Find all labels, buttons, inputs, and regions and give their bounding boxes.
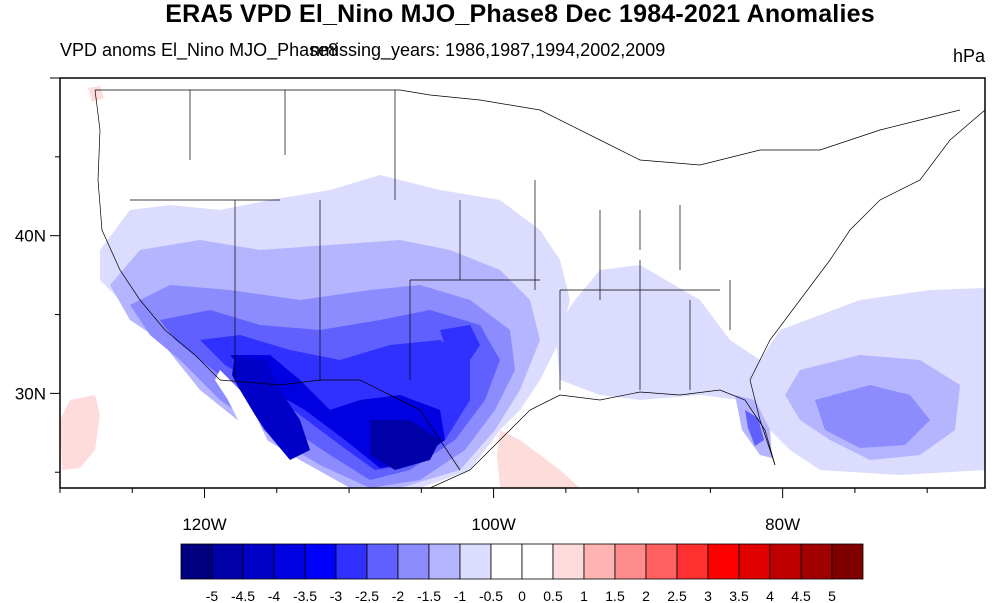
state-borders	[94, 89, 985, 488]
colorbar-label: 2.5	[667, 588, 687, 603]
colorbar-swatch	[738, 543, 771, 580]
colorbar-label: 4	[766, 588, 774, 603]
colorbar-swatch	[831, 543, 864, 580]
colorbar-swatch	[304, 543, 337, 580]
colorbar-label: -2	[392, 588, 405, 603]
colorbar-swatch	[645, 543, 678, 580]
canada-border	[95, 89, 961, 166]
colorbar-swatch	[335, 543, 368, 580]
colorbar-label: 0.5	[543, 588, 563, 603]
pink-patch-gulf	[497, 430, 580, 488]
colorbar-label: 3.5	[729, 588, 749, 603]
left-subtitle: VPD anoms El_Nino MJO_Phase8	[60, 40, 339, 60]
units-label: hPa	[952, 46, 985, 66]
gulf-coast	[429, 389, 776, 488]
colorbar-label: 1	[580, 588, 588, 603]
colorbar: -5 -4.5 -4 -3.5 -3 -2.5 -2 -1.5 -1 -0.5 0 0.5 1 1.5 2 2…	[180, 543, 864, 603]
sw-core-blue	[370, 420, 440, 470]
colorbar-swatch	[459, 543, 492, 580]
colorbar-swatch	[366, 543, 399, 580]
colorbar-label: -3	[330, 588, 343, 603]
colorbar-swatch	[428, 543, 461, 580]
colorbar-label: -4	[268, 588, 281, 603]
colorbar-swatch	[676, 543, 709, 580]
colorbar-label: 1.5	[605, 588, 625, 603]
missing-years-subtitle: nmissing_years: 1986,1987,1994,2002,2009	[310, 40, 666, 60]
colorbar-label: 2	[642, 588, 650, 603]
x-tick-label: 100W	[471, 515, 515, 534]
colorbar-label: -3.5	[293, 588, 317, 603]
atlantic-blue	[815, 385, 930, 448]
colorbar-swatch	[769, 543, 802, 580]
colorbar-swatch	[707, 543, 740, 580]
x-tick-label: 120W	[182, 515, 226, 534]
colorbar-swatch	[583, 543, 616, 580]
colorbar-swatch	[490, 543, 523, 580]
colorbar-label: -2.5	[355, 588, 379, 603]
florida-blue-core	[745, 410, 764, 446]
chart-title: ERA5 VPD El_Nino MJO_Phase8 Dec 1984-202…	[165, 0, 875, 28]
baja-deep-blue	[232, 355, 310, 460]
y-axis-ticks: 40N 30N	[15, 77, 60, 473]
colorbar-swatch	[552, 543, 585, 580]
pink-patch-pacific	[60, 395, 100, 470]
colorbar-label: -5	[206, 588, 219, 603]
colorbar-label: -1	[454, 588, 467, 603]
colorbar-label: 4.5	[791, 588, 811, 603]
colorbar-label: 5	[828, 588, 836, 603]
colorbar-label: -4.5	[231, 588, 255, 603]
nm-blue-blob	[440, 325, 480, 360]
colorbar-swatch	[521, 543, 554, 580]
colorbar-label: 0	[518, 588, 526, 603]
colorbar-swatch	[211, 543, 244, 580]
east-coast	[749, 109, 985, 466]
y-tick-label: 30N	[15, 384, 46, 403]
colorbar-swatch	[273, 543, 306, 580]
colorbar-label: 3	[704, 588, 712, 603]
x-tick-label: 80W	[765, 515, 800, 534]
anomaly-shading	[60, 86, 985, 488]
mexico-border	[219, 379, 461, 471]
colorbar-label: -1.5	[417, 588, 441, 603]
colorbar-label: -0.5	[479, 588, 503, 603]
colorbar-swatch	[242, 543, 275, 580]
colorbar-swatch	[800, 543, 833, 580]
plot-frame	[59, 77, 986, 489]
colorbar-swatch	[180, 543, 213, 580]
baja-white	[215, 370, 272, 460]
y-tick-label: 40N	[15, 227, 46, 246]
colorbar-swatch	[614, 543, 647, 580]
x-axis-ticks: 120W 100W 80W	[59, 488, 928, 534]
west-coast	[94, 89, 221, 381]
colorbar-swatch	[397, 543, 430, 580]
